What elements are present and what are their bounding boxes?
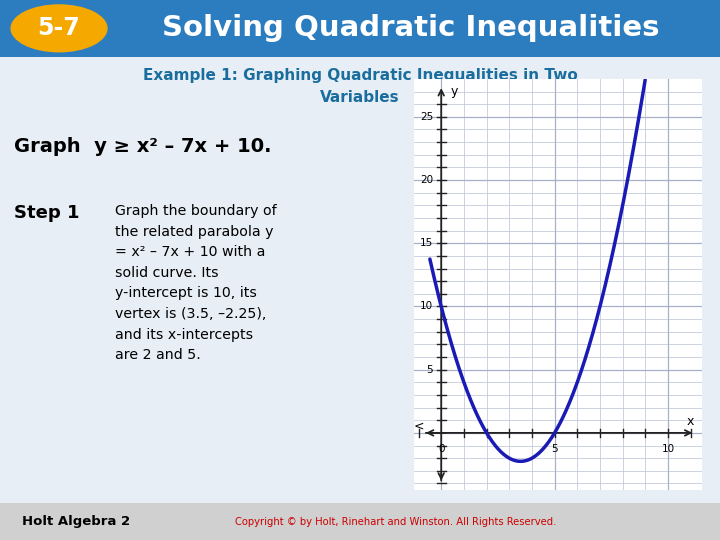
Text: Graph  y ≥ x² – 7x + 10.: Graph y ≥ x² – 7x + 10. [14,137,272,156]
Text: 5: 5 [552,444,558,454]
Text: 15: 15 [420,238,433,248]
Text: 25: 25 [420,112,433,122]
FancyBboxPatch shape [0,503,720,540]
Text: Solving Quadratic Inequalities: Solving Quadratic Inequalities [162,15,659,42]
Text: Holt Algebra 2: Holt Algebra 2 [22,515,130,528]
FancyBboxPatch shape [0,0,720,57]
Text: 10: 10 [662,444,675,454]
Text: Graph the boundary of
the related parabola y
= x² – 7x + 10 with a
solid curve. : Graph the boundary of the related parabo… [115,204,276,362]
Text: y: y [450,85,458,98]
Text: 5: 5 [427,364,433,375]
Text: 10: 10 [420,301,433,312]
Text: 0: 0 [438,444,444,454]
Ellipse shape [10,4,108,52]
Text: Step 1: Step 1 [14,204,80,222]
Text: 20: 20 [420,175,433,185]
Text: Example 1: Graphing Quadratic Inequalities in Two: Example 1: Graphing Quadratic Inequaliti… [143,68,577,83]
Text: <: < [413,420,424,433]
Text: 5-7: 5-7 [37,16,81,40]
Text: x: x [687,415,694,428]
Text: Variables: Variables [320,90,400,105]
Text: Copyright © by Holt, Rinehart and Winston. All Rights Reserved.: Copyright © by Holt, Rinehart and Winsto… [235,517,557,526]
